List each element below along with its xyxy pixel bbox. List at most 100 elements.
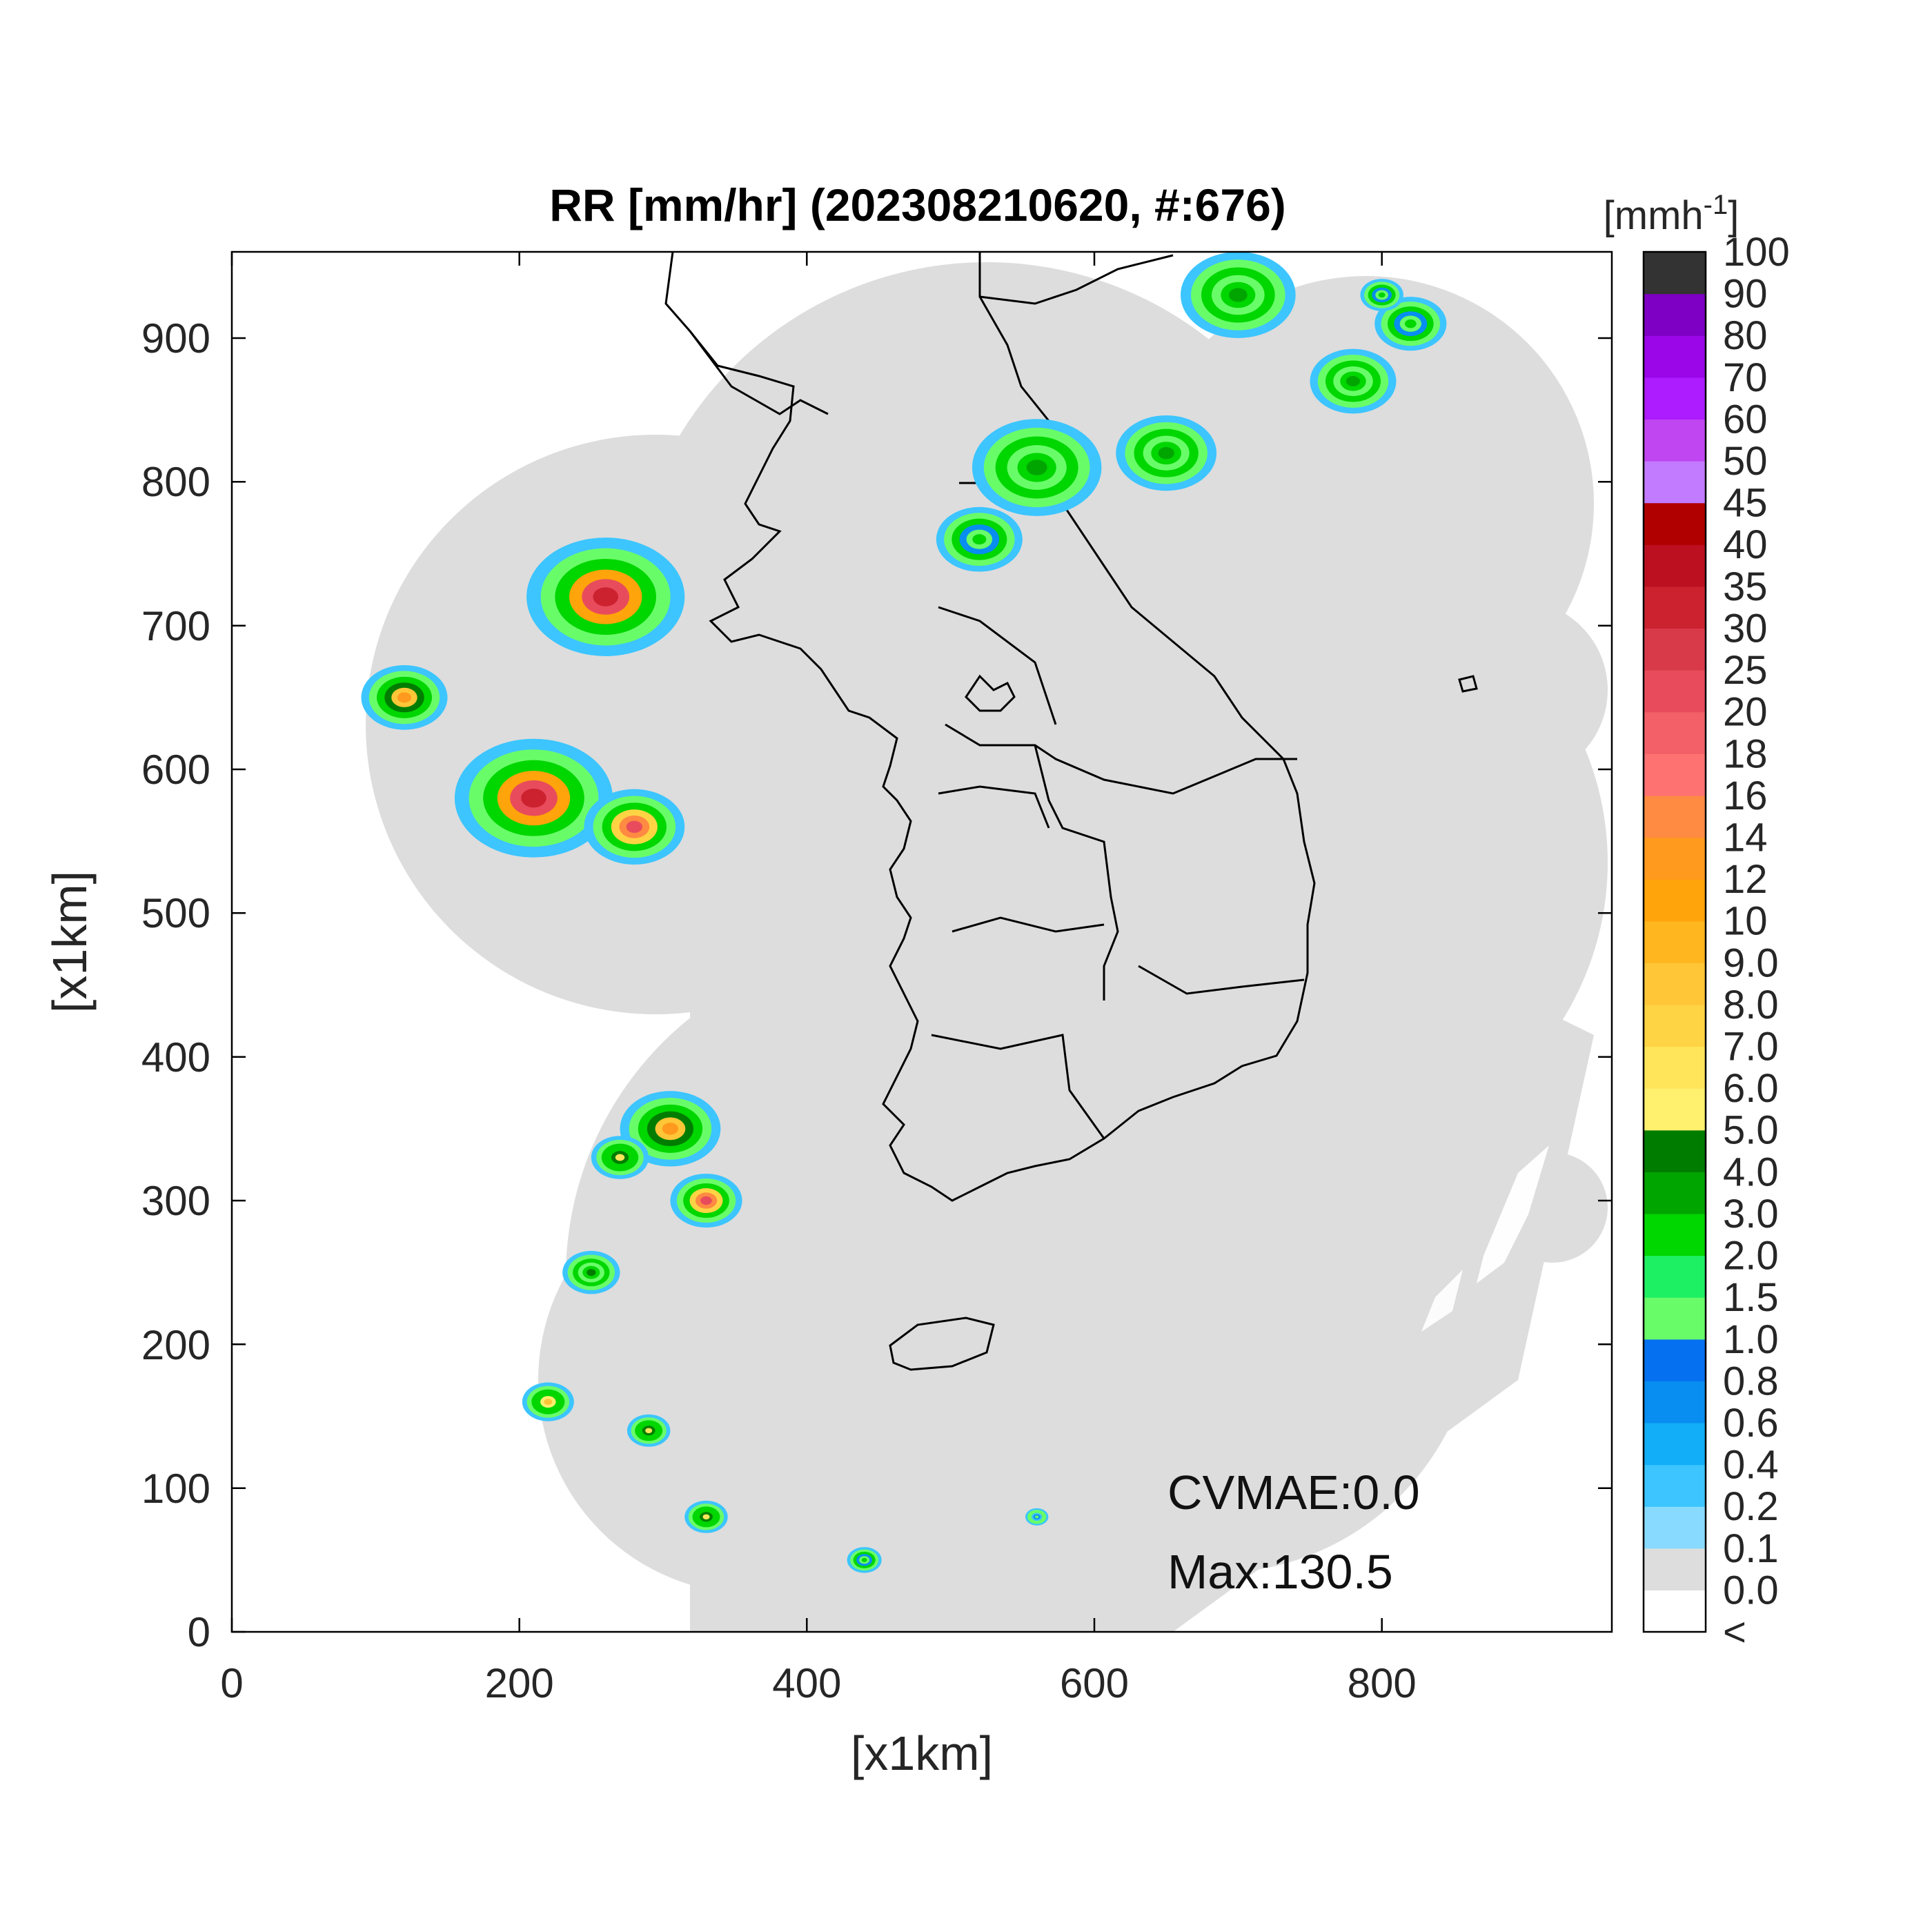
colorbar-swatch (1644, 795, 1706, 838)
colorbar-swatch (1644, 837, 1706, 880)
colorbar-swatch (1644, 419, 1706, 462)
x-tick-label: 800 (1348, 1660, 1417, 1706)
colorbar-label: 3.0 (1723, 1192, 1779, 1236)
colorbar-label: 80 (1723, 313, 1768, 358)
y-axis-label: [x1km] (43, 871, 97, 1013)
colorbar-swatch (1644, 711, 1706, 754)
colorbar-swatch (1644, 963, 1706, 1005)
rain-cell-contour (544, 1399, 553, 1406)
colorbar-swatch (1644, 1422, 1706, 1466)
rain-cell-contour (1378, 292, 1386, 298)
rain-cell-contour (397, 692, 411, 703)
colorbar-swatch (1644, 1130, 1706, 1172)
colorbar-swatch (1644, 1213, 1706, 1256)
coastline (664, 252, 1478, 1371)
x-axis-label: [x1km] (851, 1726, 993, 1780)
colorbar-swatch (1644, 1046, 1706, 1089)
colorbar-label: 7.0 (1723, 1025, 1779, 1070)
colorbar-label: 60 (1723, 397, 1768, 442)
x-tick-labels: 0 200 400 600 800 (220, 1660, 1416, 1706)
rain-cell-contour (662, 1123, 679, 1135)
colorbar-label: 4.0 (1723, 1150, 1779, 1194)
colorbar-swatch (1644, 1548, 1706, 1590)
colorbar-label: 18 (1723, 731, 1768, 776)
y-tick-label: 400 (141, 1034, 210, 1081)
colorbar-label: 20 (1723, 690, 1768, 735)
rain-cell-contour (972, 534, 987, 545)
colorbar-label: 8.0 (1723, 983, 1779, 1027)
colorbar-label: 35 (1723, 564, 1768, 609)
y-tick-label: 700 (141, 603, 210, 649)
colorbar-swatch (1644, 1339, 1706, 1381)
axes-frame (230, 250, 1613, 1633)
y-tick-label: 100 (141, 1466, 210, 1512)
colorbar-swatch (1644, 753, 1706, 796)
colorbar-label: 100 (1723, 230, 1790, 275)
colorbar-swatch (1644, 1506, 1706, 1549)
colorbar: [mmh-1] <0.00.10.20.40.60.81.01.52.03.04… (1604, 190, 1790, 1655)
colorbar-frame (1642, 250, 1707, 1633)
colorbar-swatch (1644, 628, 1706, 671)
colorbar-swatch (1644, 377, 1706, 420)
colorbar-label: 0.6 (1723, 1401, 1779, 1446)
colorbar-label: 0.1 (1723, 1526, 1779, 1571)
x-tick-label: 200 (485, 1660, 554, 1706)
y-tick-label: 0 (188, 1609, 210, 1655)
precipitation-echoes (361, 252, 1447, 1573)
colorbar-label: 70 (1723, 355, 1768, 400)
rain-cell-contour (626, 820, 642, 834)
colorbar-label: 2.0 (1723, 1234, 1779, 1279)
rain-cell-contour (1346, 376, 1360, 386)
colorbar-label: 9.0 (1723, 940, 1779, 985)
colorbar-swatch (1644, 1088, 1706, 1131)
colorbar-swatch (1644, 920, 1706, 963)
colorbar-label: 40 (1723, 522, 1768, 567)
colorbar-label: 25 (1723, 648, 1768, 693)
colorbar-label: 0.2 (1723, 1484, 1779, 1529)
colorbar-label: 14 (1723, 815, 1768, 860)
colorbar-swatch (1644, 1464, 1706, 1507)
rain-cell-contour (645, 1428, 653, 1434)
colorbar-label: 30 (1723, 606, 1768, 651)
colorbar-swatch (1644, 586, 1706, 629)
y-tick-label: 800 (141, 459, 210, 505)
y-tick-label: 300 (141, 1178, 210, 1224)
rain-cell-contour (1026, 460, 1047, 475)
max-annotation: Max:130.5 (1167, 1545, 1393, 1599)
rain-cell-contour (593, 587, 619, 607)
rain-cell-contour (586, 1269, 596, 1276)
y-tick-label: 500 (141, 890, 210, 936)
y-tick-label: 200 (141, 1322, 210, 1368)
x-tick-label: 600 (1060, 1660, 1129, 1706)
colorbar-label: 90 (1723, 272, 1768, 317)
rain-cell-contour (1158, 446, 1174, 460)
colorbar-unit: [mmh-1] (1604, 190, 1739, 238)
rain-cell-contour (615, 1154, 625, 1161)
colorbar-swatch (1644, 461, 1706, 504)
colorbar-label: 10 (1723, 899, 1768, 944)
y-tick-labels: 0 100 200 300 400 500 600 700 800 900 (141, 315, 210, 1655)
y-tick-label: 600 (141, 747, 210, 793)
jeju-island-outline (889, 1317, 995, 1371)
no-echo-speckles (1421, 1145, 1549, 1332)
cvmae-annotation: CVMAE:0.0 (1167, 1466, 1420, 1519)
colorbar-swatch (1644, 1004, 1706, 1047)
colorbar-label: 50 (1723, 439, 1768, 484)
rain-cell-contour (861, 1557, 867, 1562)
rain-cell-contour (1405, 319, 1417, 328)
y-tick-label: 900 (141, 315, 210, 362)
plot-area: 0 200 400 600 800 0 100 200 300 400 500 … (43, 250, 1613, 1780)
colorbar-swatch (1644, 1590, 1706, 1633)
colorbar-label: 6.0 (1723, 1066, 1779, 1111)
chart-title: RR [mm/hr] (202308210620, #:676) (549, 179, 1286, 230)
colorbar-swatch (1644, 293, 1706, 336)
colorbar-label: 12 (1723, 857, 1768, 902)
colorbar-swatches (1644, 252, 1706, 1633)
colorbar-labels: <0.00.10.20.40.60.81.01.52.03.04.05.06.0… (1723, 230, 1790, 1655)
rain-cell-contour (1035, 1515, 1039, 1519)
y-tick-marks (232, 337, 1612, 1633)
rain-cell-contour (700, 1196, 712, 1205)
colorbar-swatch (1644, 1297, 1706, 1340)
colorbar-label: 1.5 (1723, 1275, 1779, 1320)
